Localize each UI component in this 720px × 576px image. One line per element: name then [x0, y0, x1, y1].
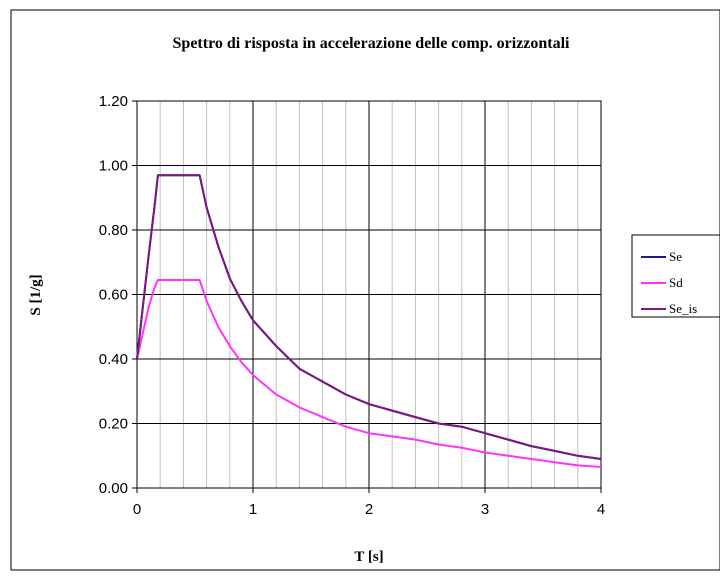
y-tick-label: 0.00 [99, 480, 128, 497]
legend-label: Se_is [669, 301, 697, 316]
series-line-sd [136, 279, 602, 468]
legend-label: Sd [669, 275, 683, 290]
x-tick-label: 3 [481, 501, 489, 518]
x-axis-ticks: 0 1 2 3 4 [133, 488, 605, 518]
chart-frame [10, 9, 720, 571]
legend: Se Sd Se_is [631, 234, 720, 318]
series-lines [136, 174, 602, 468]
x-axis-label: T [s] [354, 549, 383, 565]
legend-label: Se [669, 249, 682, 264]
y-tick-label: 0.40 [99, 351, 128, 368]
chart-title: Spettro di risposta in accelerazione del… [173, 35, 571, 52]
y-axis-label: S [1/g] [28, 274, 44, 315]
series-line-se-is [136, 174, 602, 460]
y-tick-label: 0.80 [99, 222, 128, 239]
y-tick-label: 0.60 [99, 287, 128, 304]
y-tick-label: 1.20 [99, 93, 128, 110]
y-axis-ticks: 0.00 0.20 0.40 0.60 0.80 1.00 1.20 [99, 93, 137, 497]
grid [136, 100, 602, 489]
x-tick-label: 0 [133, 501, 141, 518]
legend-box [631, 234, 720, 318]
x-tick-label: 1 [249, 501, 257, 518]
y-tick-label: 1.00 [99, 158, 128, 175]
y-tick-label: 0.20 [99, 416, 128, 433]
x-tick-label: 4 [597, 501, 605, 518]
x-tick-label: 2 [365, 501, 373, 518]
